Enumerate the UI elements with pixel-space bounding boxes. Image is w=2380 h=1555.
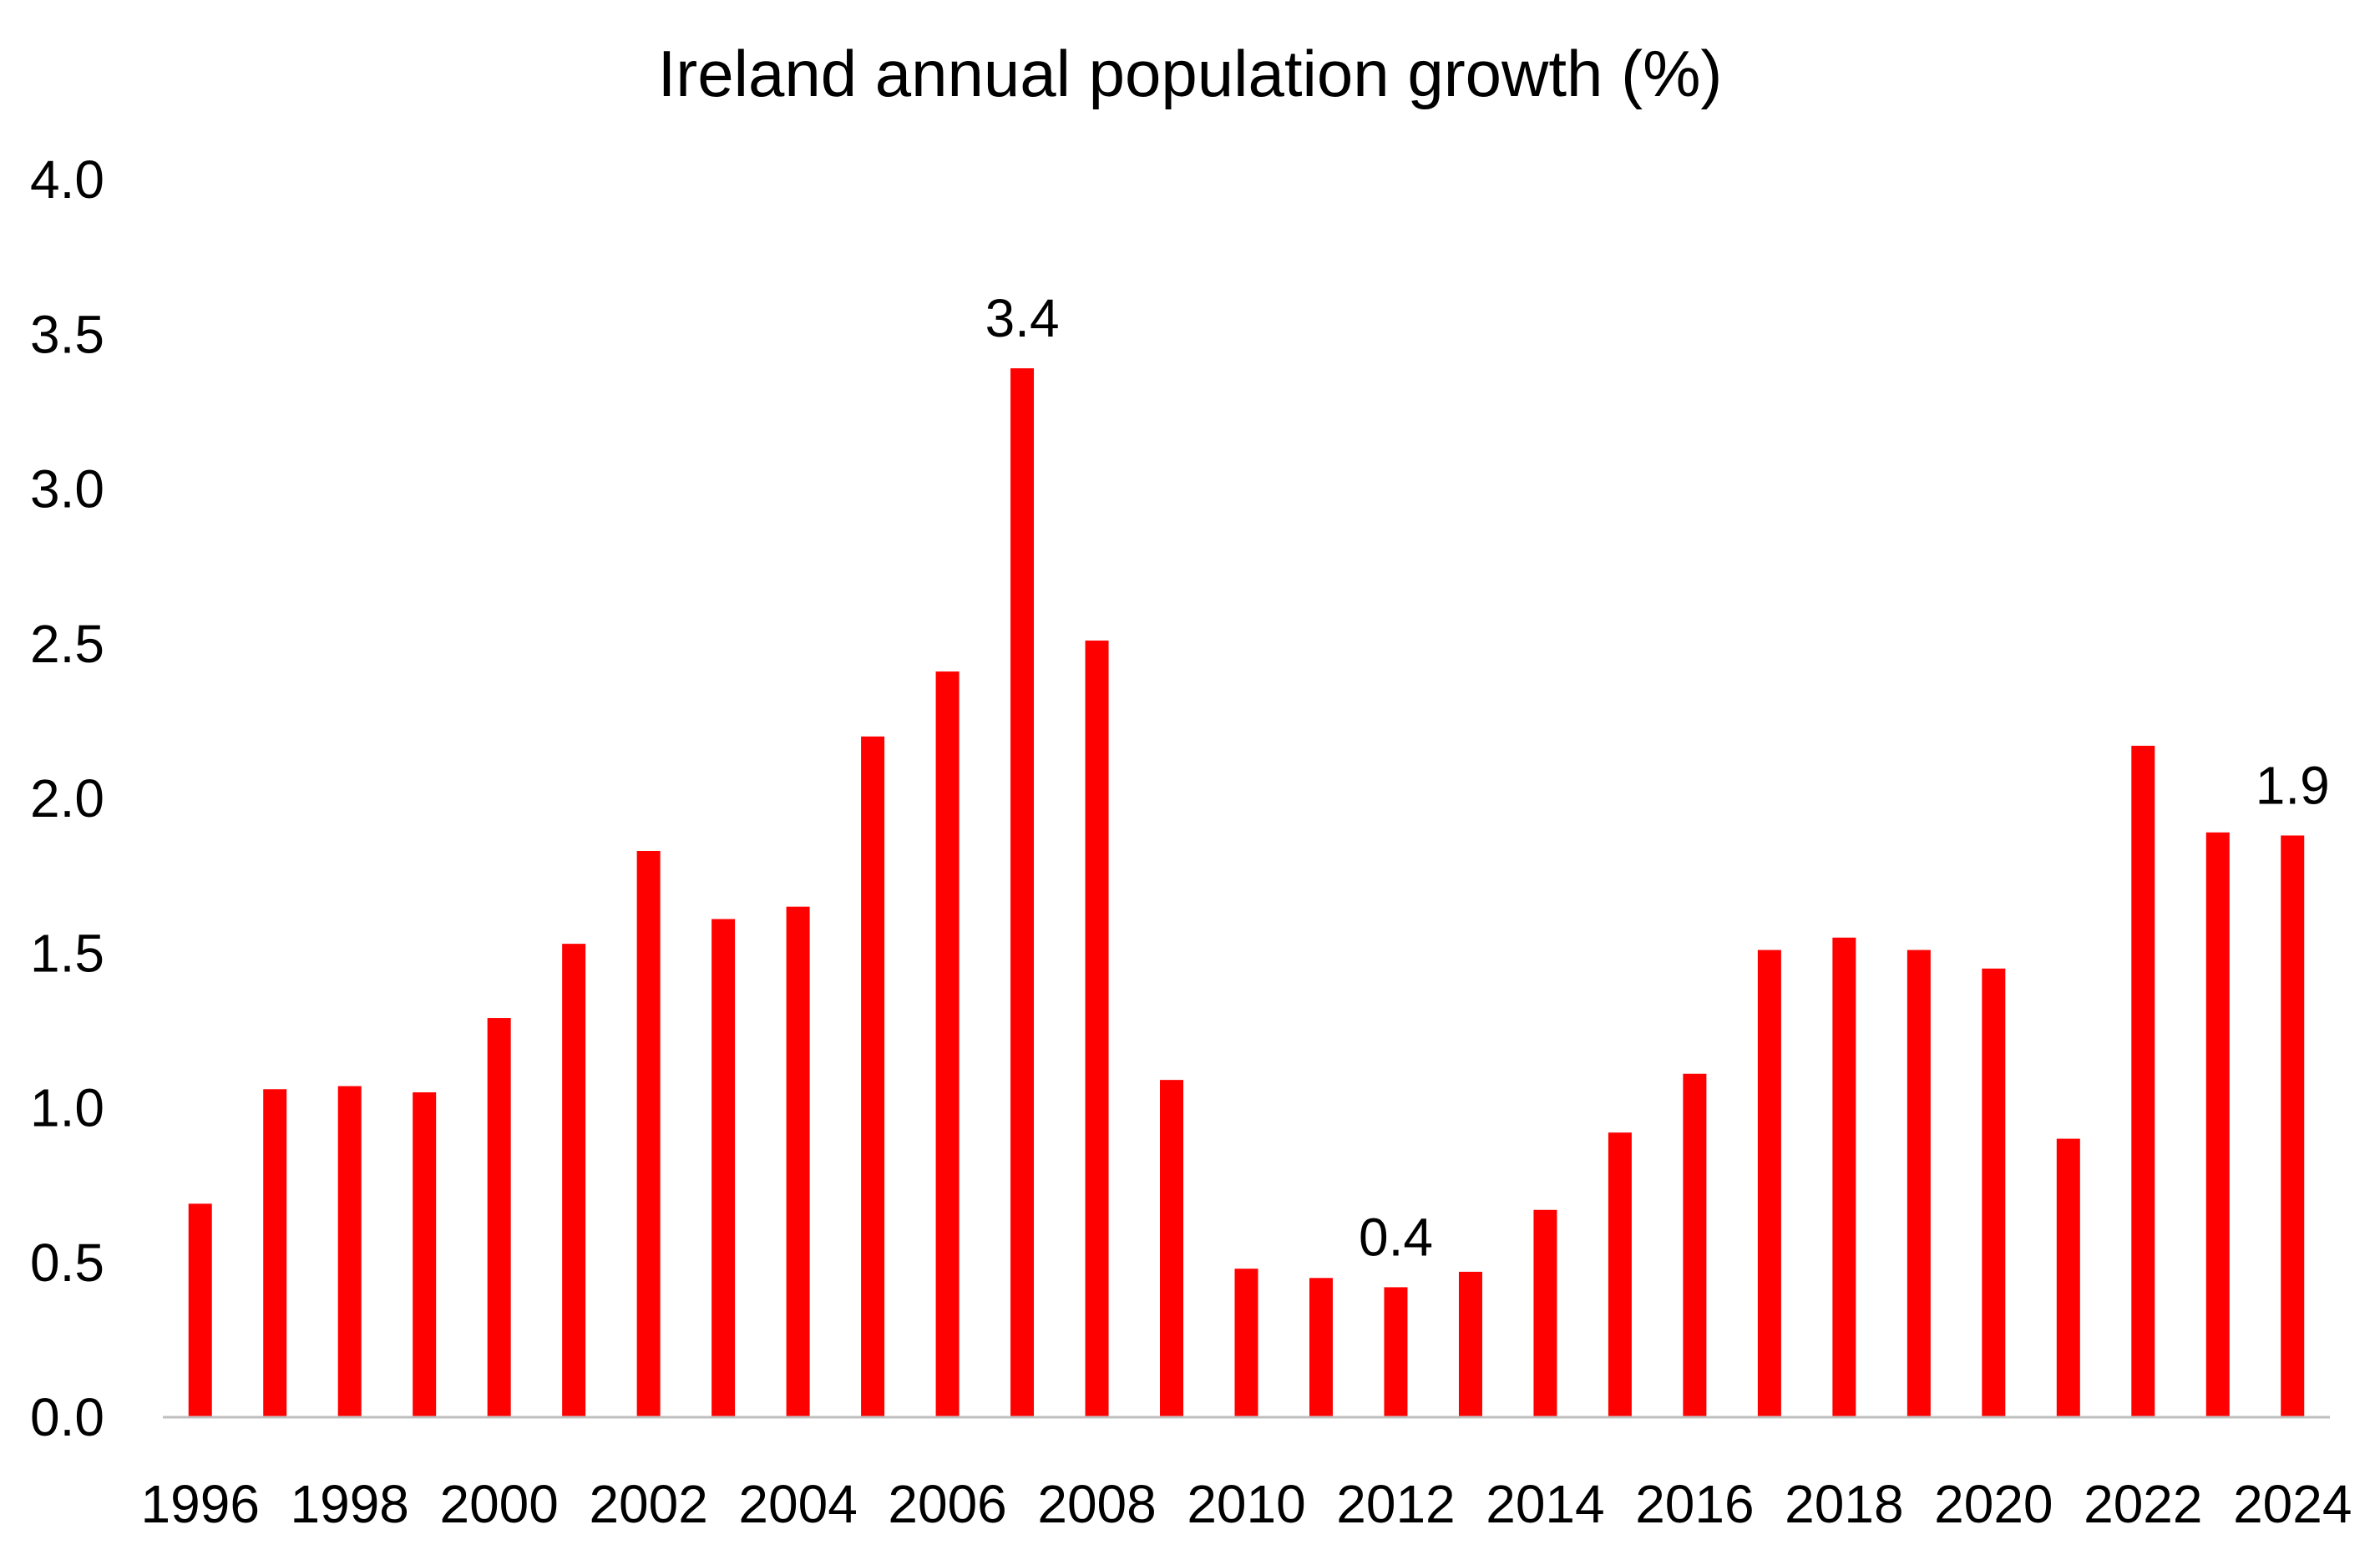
y-tick-label: 1.0 bbox=[30, 1078, 104, 1138]
data-label-2007: 3.4 bbox=[985, 288, 1060, 348]
y-tick-label: 1.5 bbox=[30, 923, 104, 983]
x-tick-label: 1998 bbox=[291, 1474, 409, 1534]
y-tick-label: 2.0 bbox=[30, 768, 104, 828]
data-label-2024: 1.9 bbox=[2256, 755, 2330, 815]
bar-2010 bbox=[1234, 1269, 1258, 1417]
x-tick-label: 2006 bbox=[888, 1474, 1006, 1534]
data-labels: 3.4 0.4 1.9 bbox=[985, 288, 2330, 1267]
data-label-2012: 0.4 bbox=[1359, 1207, 1433, 1267]
y-tick-label: 3.0 bbox=[30, 459, 104, 519]
chart-title: Ireland annual population growth (%) bbox=[658, 37, 1723, 110]
x-tick-label: 2020 bbox=[1934, 1474, 2053, 1534]
bar-2012 bbox=[1384, 1287, 1408, 1417]
x-tick-label: 2018 bbox=[1785, 1474, 1903, 1534]
y-axis-tick-labels: 0.0 0.5 1.0 1.5 2.0 2.5 3.0 3.5 4.0 bbox=[30, 149, 104, 1447]
bar-2020 bbox=[1982, 968, 2006, 1417]
bar-2018 bbox=[1832, 937, 1856, 1417]
bar-2007 bbox=[1010, 368, 1035, 1417]
bar-2005 bbox=[861, 736, 885, 1417]
x-tick-label: 1996 bbox=[141, 1474, 260, 1534]
x-tick-label: 2016 bbox=[1635, 1474, 1754, 1534]
bar-2011 bbox=[1309, 1278, 1333, 1417]
x-axis-tick-labels: 1996 1998 2000 2002 2004 2006 2008 2010 2012 2014… bbox=[141, 1474, 2352, 1534]
bar-2009 bbox=[1160, 1080, 1184, 1417]
x-tick-label: 2010 bbox=[1187, 1474, 1305, 1534]
bar-1996 bbox=[188, 1203, 212, 1417]
bar-2024 bbox=[2281, 835, 2305, 1417]
bar-2016 bbox=[1683, 1073, 1707, 1417]
bar-2021 bbox=[2056, 1138, 2080, 1417]
bar-2015 bbox=[1608, 1132, 1632, 1417]
bar-1997 bbox=[263, 1089, 287, 1417]
bar-2013 bbox=[1458, 1271, 1482, 1417]
bar-2001 bbox=[562, 944, 586, 1417]
bar-2008 bbox=[1085, 641, 1109, 1417]
bar-2000 bbox=[487, 1018, 511, 1417]
bar-1998 bbox=[337, 1086, 362, 1417]
bar-2023 bbox=[2205, 832, 2230, 1417]
bar-2022 bbox=[2131, 746, 2155, 1417]
x-tick-label: 2004 bbox=[738, 1474, 857, 1534]
bar-2004 bbox=[786, 906, 810, 1417]
x-tick-label: 2000 bbox=[439, 1474, 558, 1534]
x-tick-label: 2012 bbox=[1336, 1474, 1455, 1534]
bar-2017 bbox=[1757, 950, 1781, 1417]
bar-1999 bbox=[413, 1092, 437, 1417]
x-tick-label: 2002 bbox=[589, 1474, 707, 1534]
bar-2002 bbox=[636, 850, 661, 1417]
y-tick-label: 3.5 bbox=[30, 304, 104, 364]
y-tick-label: 4.0 bbox=[30, 149, 104, 210]
bar-2006 bbox=[935, 671, 960, 1417]
x-tick-label: 2008 bbox=[1037, 1474, 1156, 1534]
x-tick-label: 2014 bbox=[1486, 1474, 1604, 1534]
y-tick-label: 0.5 bbox=[30, 1233, 104, 1293]
bar-2014 bbox=[1533, 1209, 1557, 1417]
x-tick-label: 2022 bbox=[2084, 1474, 2202, 1534]
bar-2019 bbox=[1907, 950, 1931, 1417]
y-tick-label: 0.0 bbox=[30, 1387, 104, 1447]
bars bbox=[188, 368, 2305, 1417]
x-tick-label: 2024 bbox=[2233, 1474, 2352, 1534]
bar-2003 bbox=[711, 919, 736, 1417]
y-tick-label: 2.5 bbox=[30, 614, 104, 674]
